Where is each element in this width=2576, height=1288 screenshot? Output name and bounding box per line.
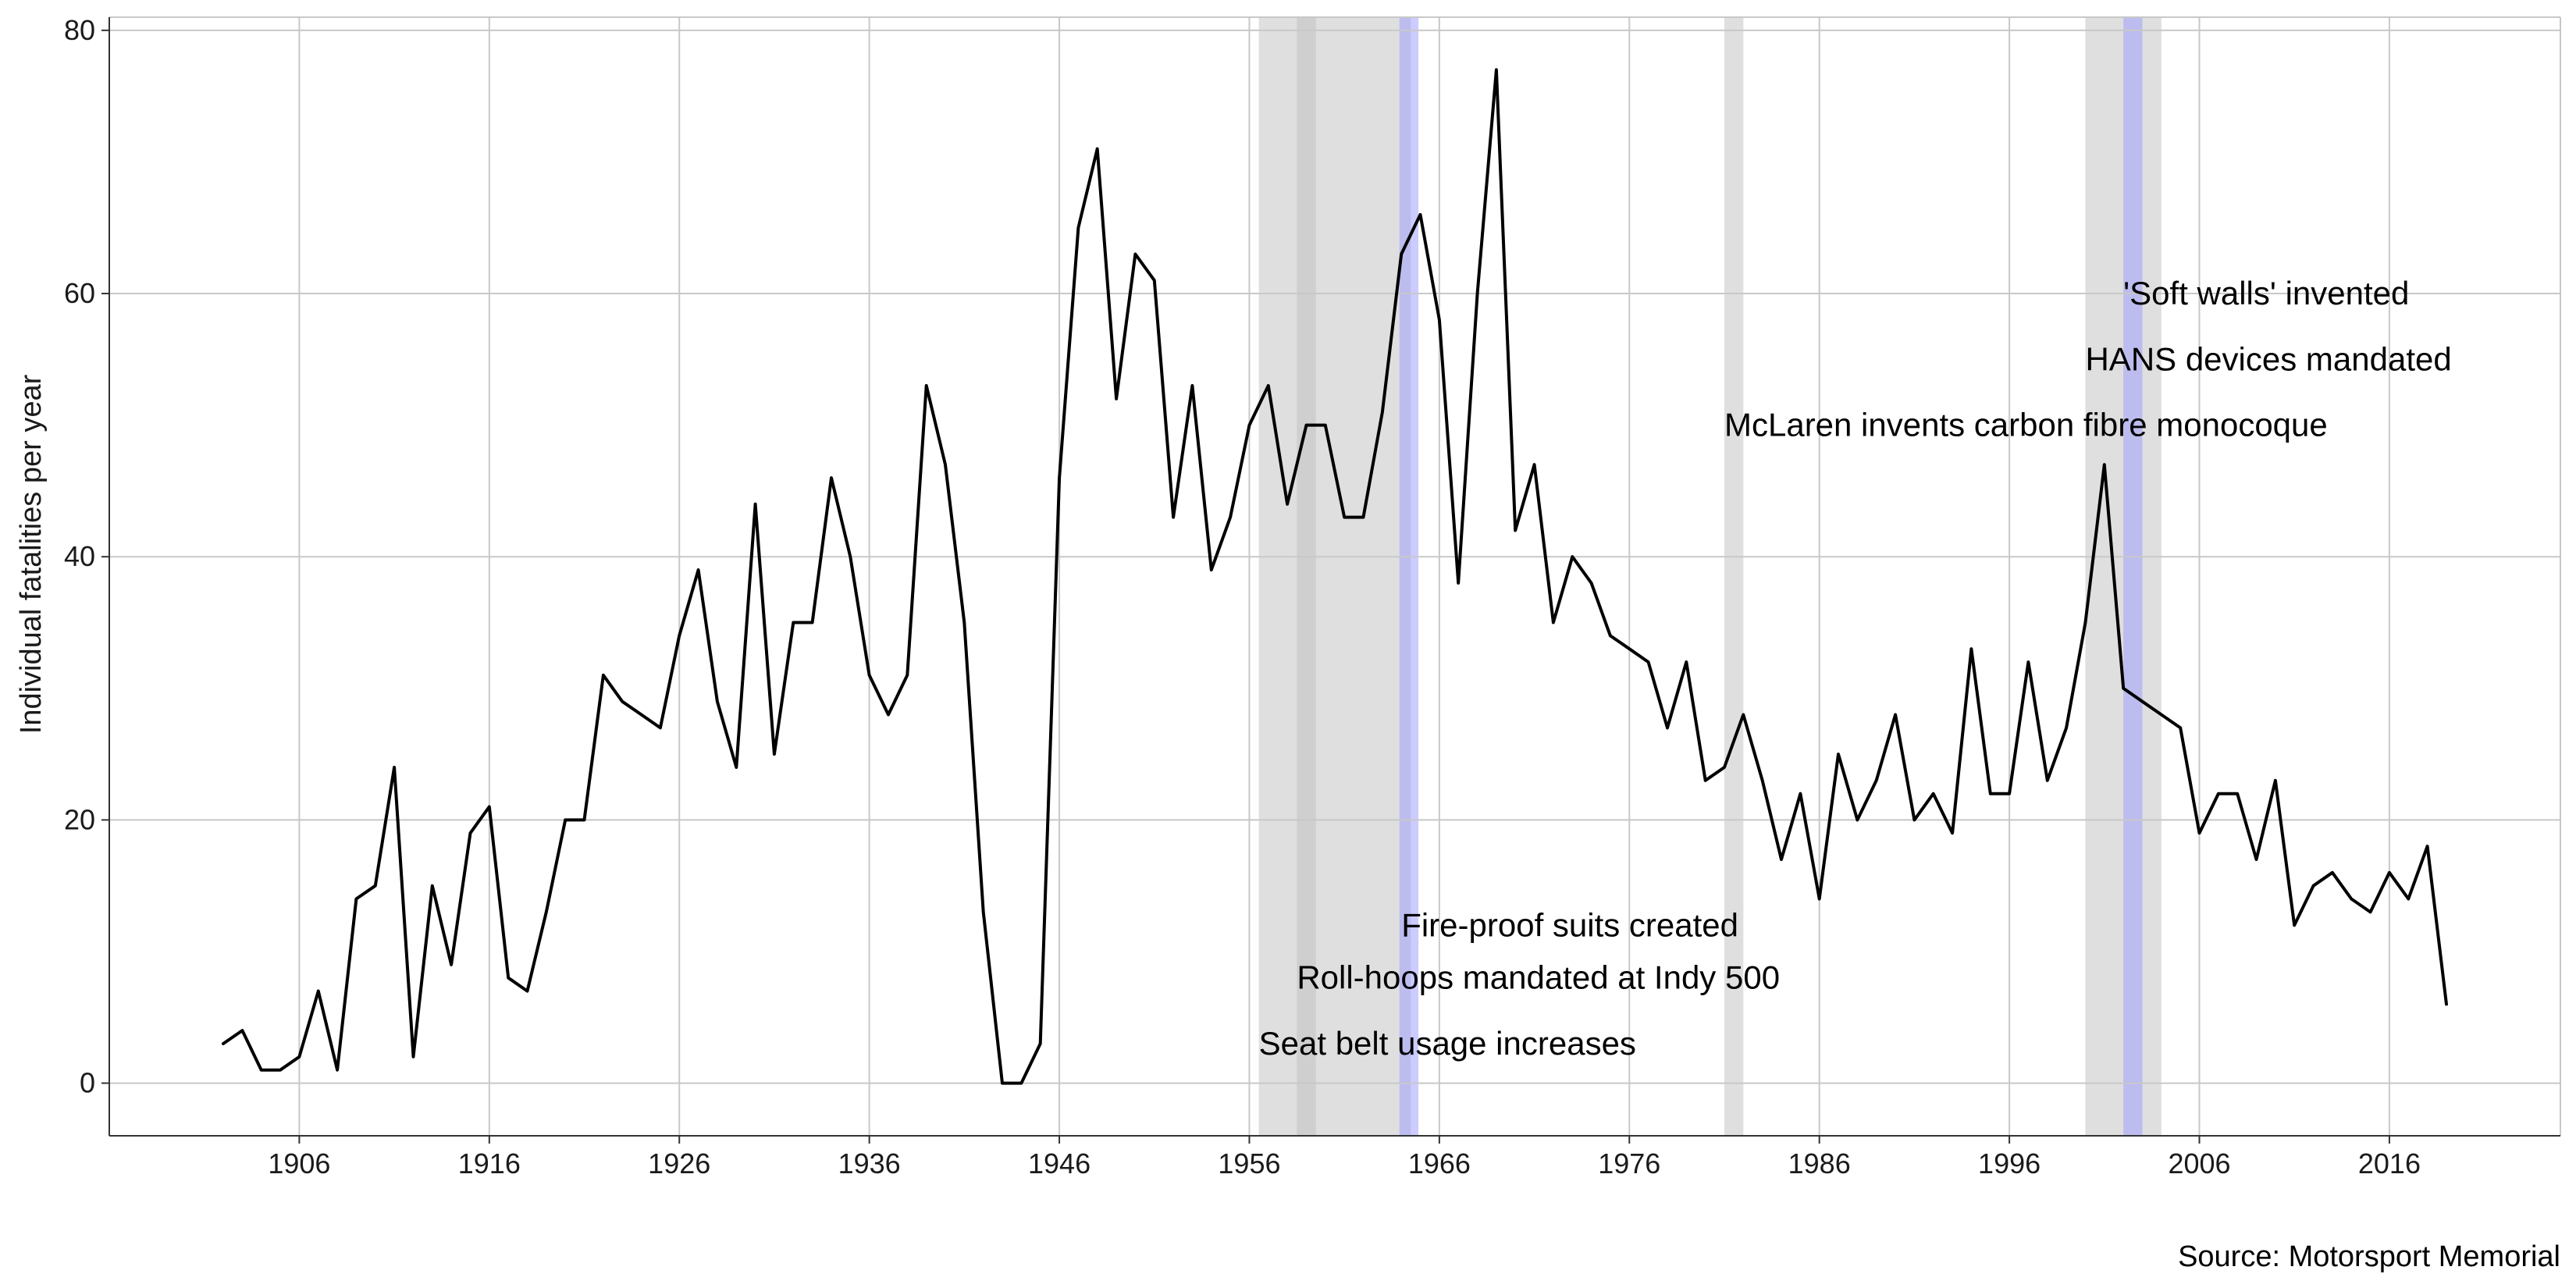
highlight-bands	[1258, 17, 2161, 1136]
x-tick-label-4: 1946	[1028, 1147, 1091, 1179]
x-tick-label-2: 1926	[648, 1147, 710, 1179]
x-tick-label-3: 1936	[838, 1147, 901, 1179]
source-caption: Source: Motorsport Memorial	[2178, 1240, 2560, 1273]
annotation-3: McLaren invents carbon fibre monocoque	[1724, 407, 2328, 443]
annotation-0: Seat belt usage increases	[1259, 1025, 1636, 1062]
annotation-2: Fire-proof suits created	[1401, 906, 1738, 943]
x-tick-label-11: 2016	[2358, 1147, 2421, 1179]
axes: 0 20 40 60 80 1906 1916 1926 1936 1946 1956 1966 197…	[64, 14, 2560, 1179]
highlight-band-1	[1297, 17, 1316, 1136]
x-tick-label-5: 1956	[1218, 1147, 1280, 1179]
y-tick-label-3: 60	[64, 277, 95, 309]
annotation-5: 'Soft walls' invented	[2123, 275, 2409, 311]
series-line-0	[222, 68, 2448, 1085]
annotations: Seat belt usage increases Roll-hoops mand…	[1259, 275, 2452, 1062]
highlight-band-3	[1724, 17, 1744, 1136]
x-tick-label-7: 1976	[1598, 1147, 1660, 1179]
x-tick-label-1: 1916	[458, 1147, 521, 1179]
highlight-band-2	[1399, 17, 1419, 1136]
y-tick-label-4: 80	[64, 14, 95, 46]
highlight-band-5	[2123, 17, 2143, 1136]
x-tick-label-6: 1966	[1408, 1147, 1471, 1179]
x-tick-label-10: 2006	[2168, 1147, 2230, 1179]
highlight-band-0	[1258, 17, 1411, 1136]
y-tick-label-1: 20	[64, 803, 95, 835]
x-tick-label-8: 1986	[1788, 1147, 1851, 1179]
y-axis-title: Individual fatalities per year	[15, 374, 48, 734]
annotation-1: Roll-hoops mandated at Indy 500	[1297, 959, 1780, 996]
y-tick-label-2: 40	[64, 540, 95, 572]
y-tick-label-0: 0	[80, 1067, 95, 1099]
series-line-layer	[222, 68, 2448, 1085]
annotation-4: HANS devices mandated	[2085, 340, 2451, 377]
x-tick-label-9: 1996	[1978, 1147, 2041, 1179]
grid-lines	[109, 16, 2561, 1136]
x-tick-label-0: 1906	[268, 1147, 330, 1179]
